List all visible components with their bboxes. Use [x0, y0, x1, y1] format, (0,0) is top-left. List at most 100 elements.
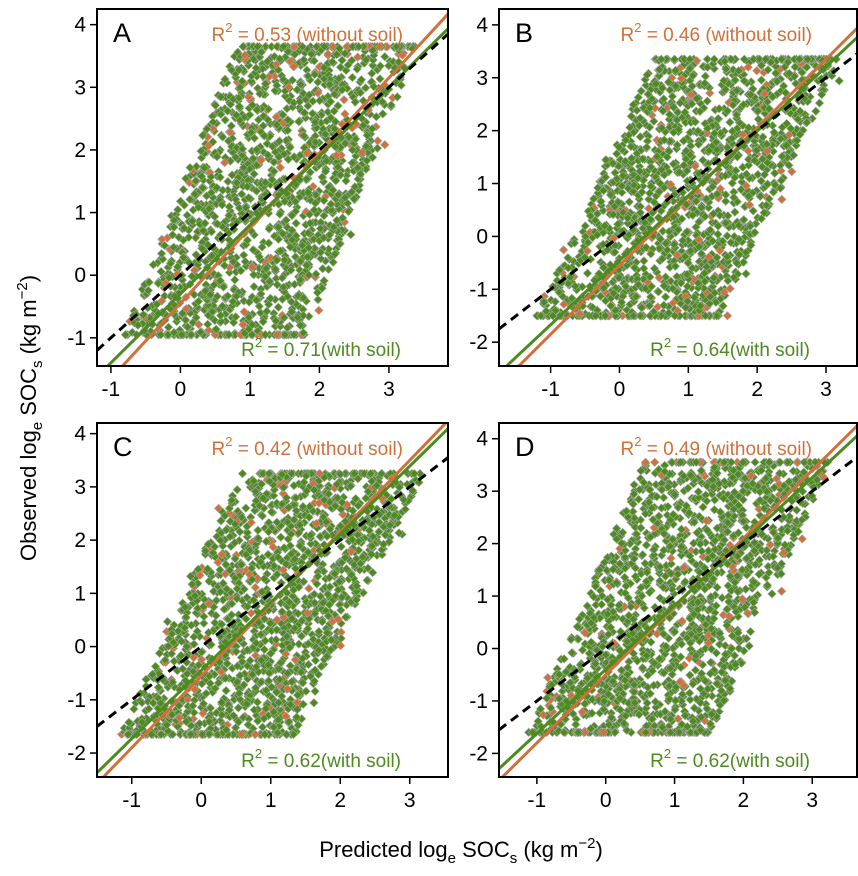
data-point — [610, 311, 620, 321]
data-point — [639, 256, 649, 266]
data-point — [184, 232, 194, 243]
r2-label-without-soil-r2-sup: 2 — [634, 20, 641, 35]
data-point — [197, 679, 207, 689]
data-point — [340, 48, 350, 59]
data-point — [577, 282, 587, 292]
data-point — [298, 501, 308, 512]
data-point — [291, 493, 301, 503]
data-point — [681, 146, 691, 156]
data-point — [784, 68, 794, 79]
data-point — [203, 300, 213, 310]
data-point — [169, 222, 179, 232]
data-point — [261, 536, 271, 547]
data-point — [743, 191, 754, 201]
data-point — [198, 699, 209, 709]
data-point — [659, 300, 669, 310]
data-point — [336, 541, 346, 552]
data-point — [168, 242, 179, 252]
data-point — [729, 192, 739, 203]
data-point — [301, 207, 311, 217]
data-point — [685, 54, 695, 64]
data-point — [174, 700, 184, 711]
data-point — [711, 311, 722, 321]
data-point — [659, 135, 669, 145]
data-point — [368, 45, 378, 55]
data-point — [259, 713, 269, 724]
data-point — [251, 145, 262, 155]
data-point — [712, 252, 722, 263]
data-point — [187, 579, 197, 589]
data-point — [323, 611, 333, 621]
data-point — [652, 151, 662, 162]
data-point — [256, 629, 266, 640]
data-point — [231, 646, 241, 657]
data-point — [700, 78, 710, 88]
data-point — [646, 214, 656, 225]
data-point — [224, 202, 234, 212]
data-point — [394, 528, 404, 538]
data-point — [610, 247, 620, 257]
data-point — [781, 88, 791, 98]
data-point — [790, 62, 800, 72]
data-point — [612, 174, 622, 184]
data-point — [231, 312, 241, 322]
data-point — [548, 311, 558, 321]
data-point — [261, 685, 271, 696]
data-point — [288, 591, 298, 601]
data-point — [154, 648, 165, 658]
data-point — [215, 172, 225, 182]
data-point — [329, 124, 340, 134]
data-point — [198, 183, 208, 193]
data-point — [299, 55, 309, 65]
data-point — [741, 169, 752, 179]
data-point — [237, 150, 247, 160]
data-point — [608, 209, 618, 220]
data-point — [722, 106, 733, 116]
data-point — [391, 41, 402, 52]
data-point — [337, 213, 348, 223]
data-point — [331, 150, 341, 161]
data-point — [720, 84, 731, 95]
data-point — [178, 252, 189, 263]
data-point — [711, 297, 721, 307]
data-point — [719, 287, 729, 297]
data-point — [775, 183, 786, 193]
data-point — [621, 135, 631, 145]
data-point — [680, 107, 690, 117]
data-point — [158, 254, 168, 264]
data-point — [644, 301, 655, 311]
data-point — [347, 55, 357, 66]
data-point — [319, 211, 329, 221]
data-point — [217, 200, 227, 210]
data-point — [199, 618, 209, 628]
data-point — [690, 117, 700, 127]
data-point — [659, 94, 669, 104]
data-point — [308, 181, 318, 192]
data-point — [200, 286, 210, 296]
data-point — [349, 194, 359, 204]
data-point — [617, 187, 627, 198]
data-point — [682, 227, 692, 237]
data-point — [655, 234, 666, 244]
data-point — [256, 155, 266, 166]
data-point — [181, 612, 191, 622]
data-point — [670, 65, 681, 76]
data-point — [617, 181, 627, 191]
data-point — [277, 273, 287, 283]
data-point — [700, 276, 710, 287]
data-point — [541, 306, 551, 316]
data-point — [672, 115, 682, 125]
data-point — [294, 528, 304, 538]
data-point — [654, 71, 664, 81]
data-point — [220, 74, 230, 84]
data-point — [678, 136, 689, 146]
data-point — [247, 320, 257, 330]
data-point — [157, 234, 167, 244]
data-point — [653, 287, 664, 297]
data-point — [325, 96, 336, 107]
data-point — [377, 549, 387, 560]
data-point — [725, 117, 735, 127]
data-point — [372, 143, 383, 153]
data-point — [276, 532, 286, 542]
data-point — [216, 316, 226, 327]
